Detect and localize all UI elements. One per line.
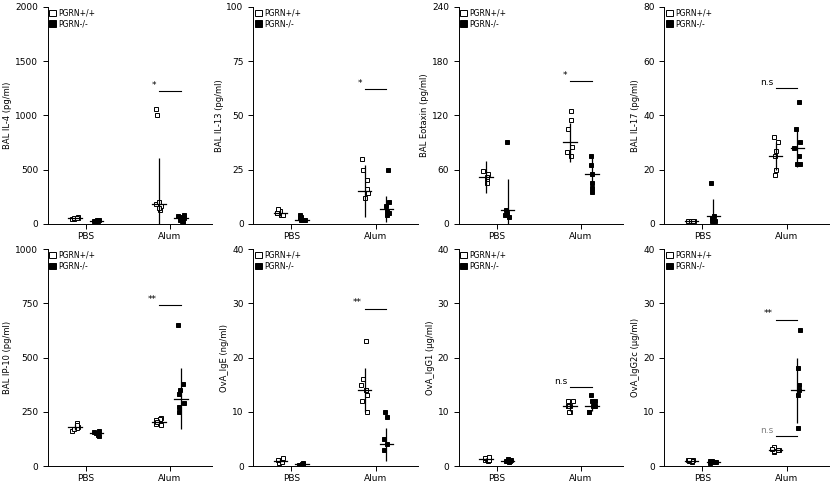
Y-axis label: BAL IL-13 (pg/ml): BAL IL-13 (pg/ml)	[215, 79, 224, 152]
Text: *: *	[563, 70, 567, 80]
Text: *: *	[358, 79, 362, 88]
Text: **: **	[353, 298, 362, 307]
Legend: PGRN+/+, PGRN-/-: PGRN+/+, PGRN-/-	[49, 8, 96, 28]
Y-axis label: BAL IP-10 (pg/ml): BAL IP-10 (pg/ml)	[3, 321, 12, 394]
Legend: PGRN+/+, PGRN-/-: PGRN+/+, PGRN-/-	[255, 250, 301, 270]
Y-axis label: BAL IL-4 (pg/ml): BAL IL-4 (pg/ml)	[3, 82, 12, 149]
Y-axis label: OvA_IgG2c (μg/ml): OvA_IgG2c (μg/ml)	[631, 318, 641, 397]
Y-axis label: BAL Eotaxin (pg/ml): BAL Eotaxin (pg/ml)	[420, 73, 429, 157]
Y-axis label: OvA_IgG1 (μg/ml): OvA_IgG1 (μg/ml)	[426, 320, 435, 395]
Y-axis label: BAL IL-17 (pg/ml): BAL IL-17 (pg/ml)	[631, 79, 641, 152]
Legend: PGRN+/+, PGRN-/-: PGRN+/+, PGRN-/-	[460, 8, 507, 28]
Text: n.s: n.s	[760, 426, 773, 435]
Text: **: **	[764, 309, 773, 318]
Legend: PGRN+/+, PGRN-/-: PGRN+/+, PGRN-/-	[666, 8, 712, 28]
Legend: PGRN+/+, PGRN-/-: PGRN+/+, PGRN-/-	[255, 8, 301, 28]
Legend: PGRN+/+, PGRN-/-: PGRN+/+, PGRN-/-	[460, 250, 507, 270]
Text: **: **	[147, 295, 156, 304]
Text: n.s: n.s	[554, 377, 567, 386]
Legend: PGRN+/+, PGRN-/-: PGRN+/+, PGRN-/-	[666, 250, 712, 270]
Y-axis label: OvA_IgE (ng/ml): OvA_IgE (ng/ml)	[220, 324, 230, 392]
Text: n.s: n.s	[760, 78, 773, 87]
Text: *: *	[152, 81, 156, 90]
Legend: PGRN+/+, PGRN-/-: PGRN+/+, PGRN-/-	[49, 250, 96, 270]
